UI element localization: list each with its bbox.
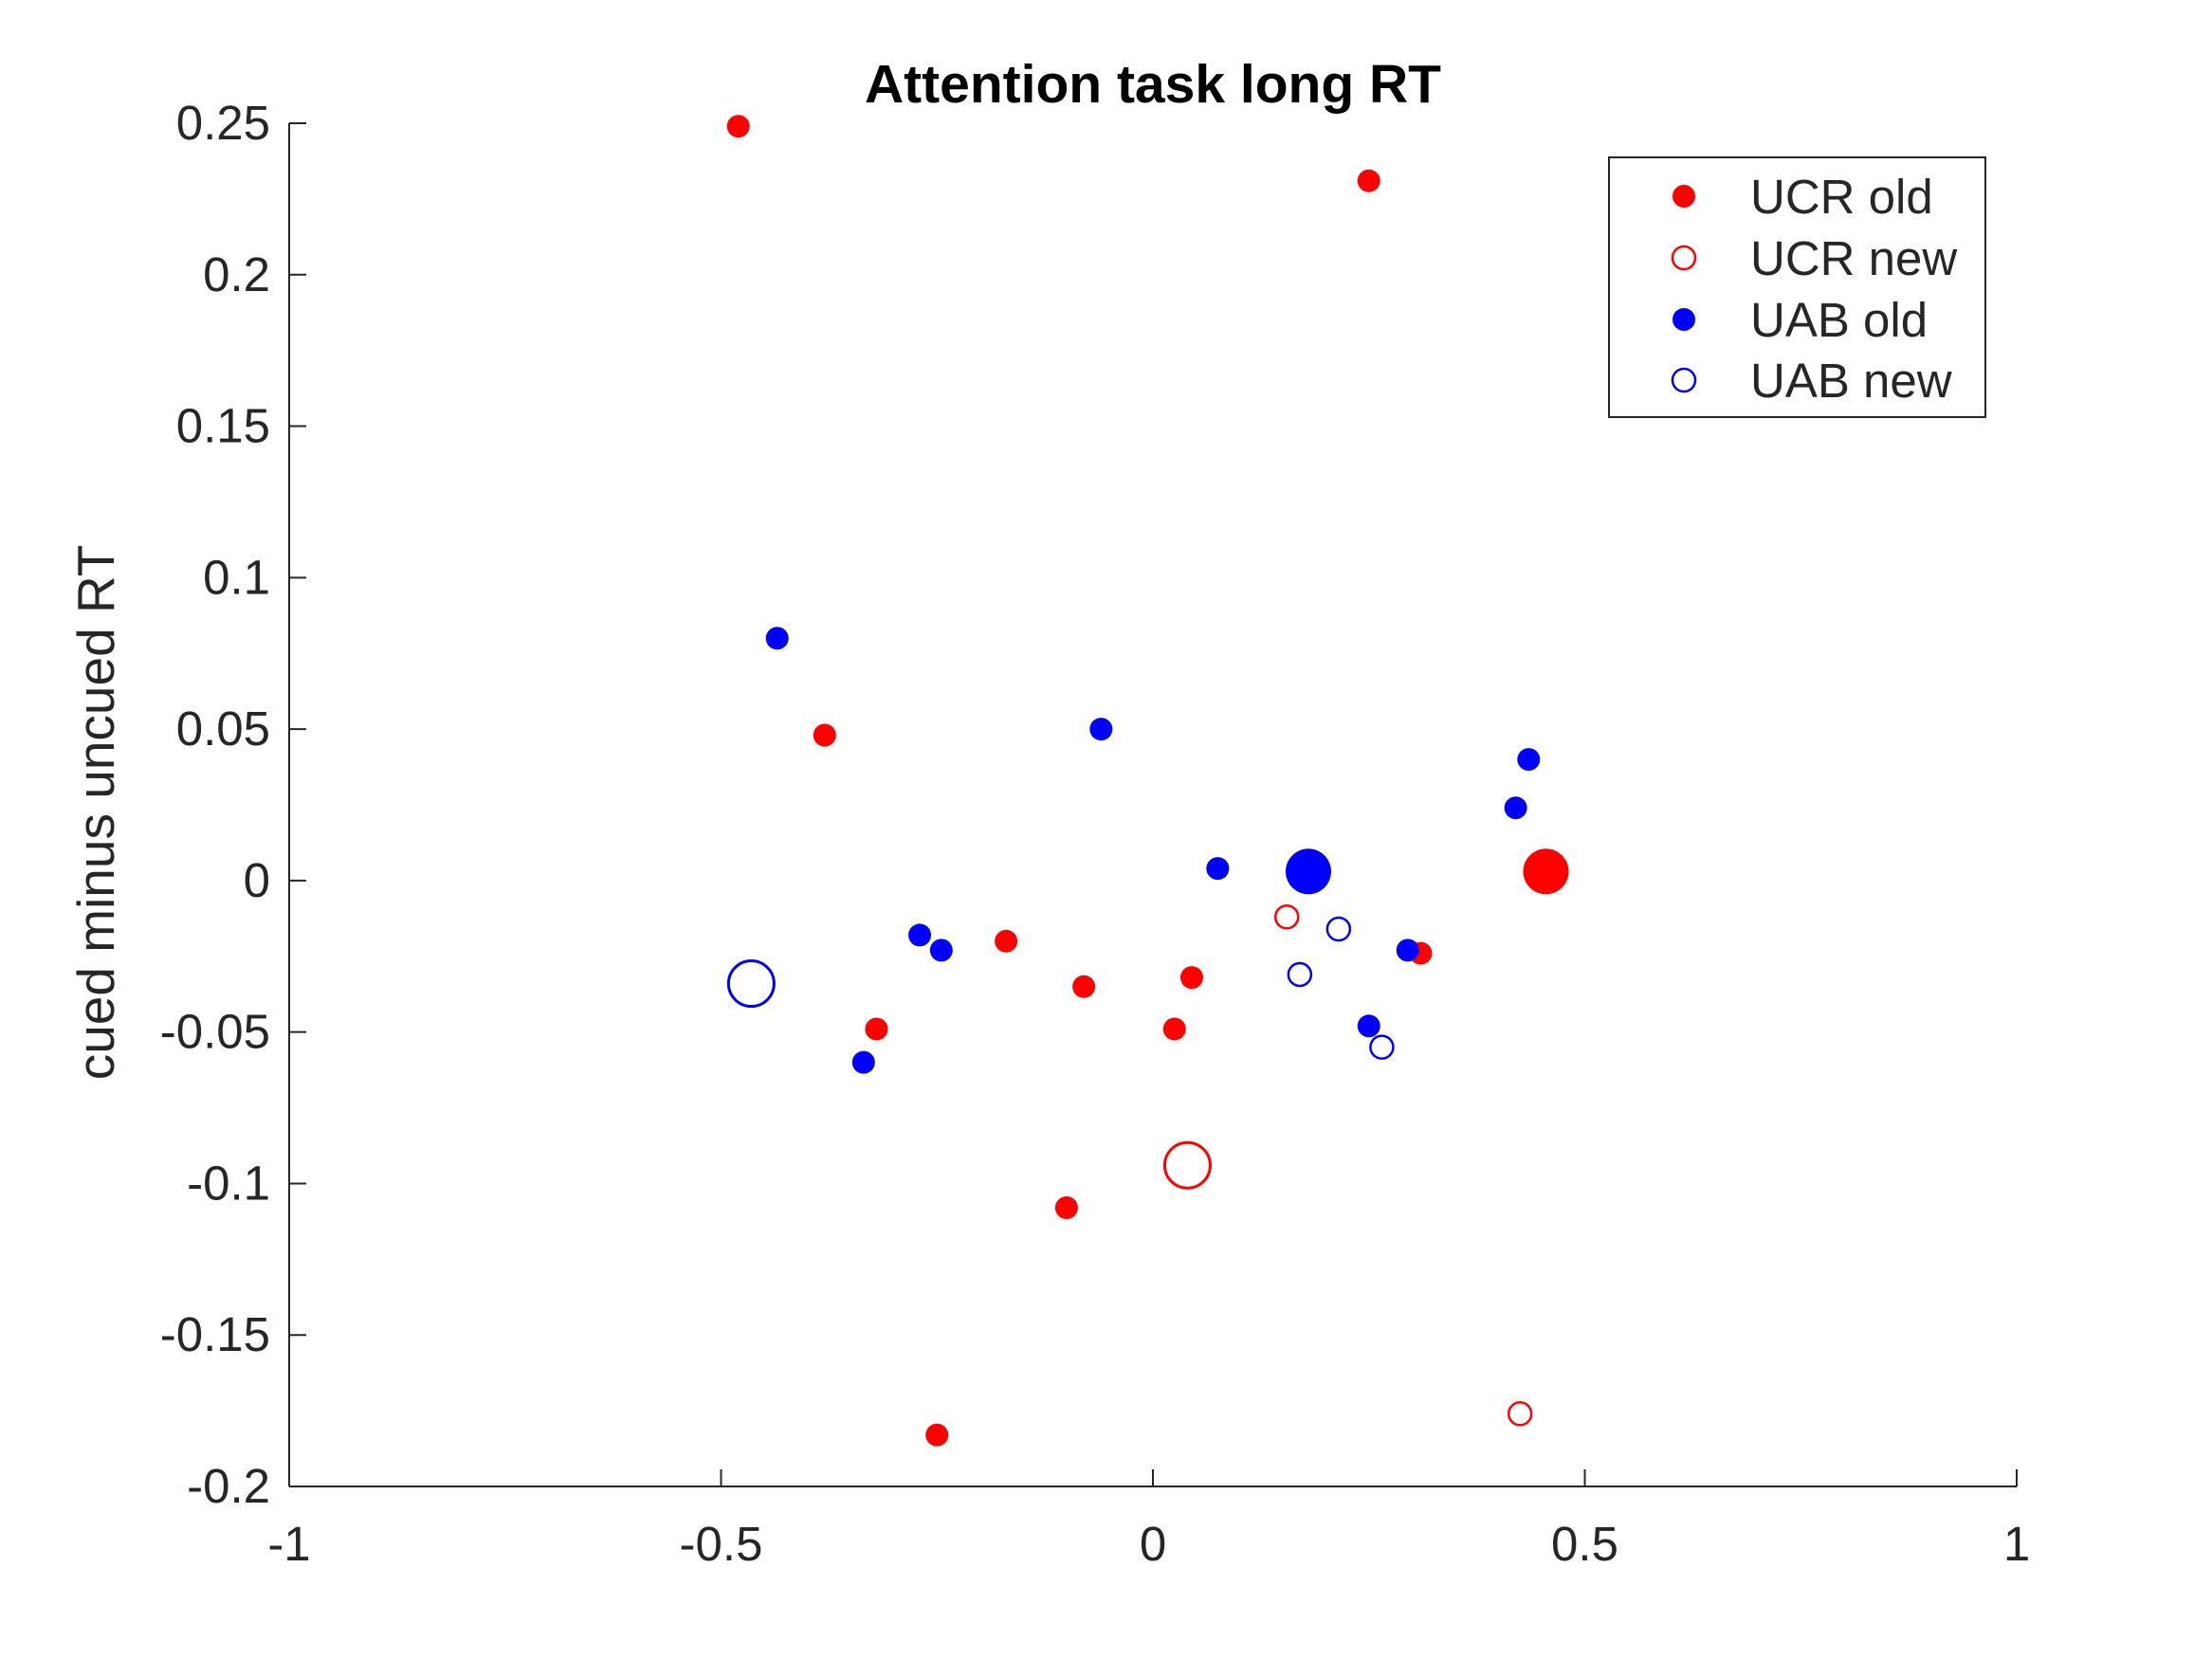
y-tick-label: 0.2 xyxy=(203,247,270,301)
data-point-uab-old xyxy=(1285,848,1331,895)
legend-marker-ucr-old xyxy=(1673,185,1695,208)
y-axis-label: cued minus uncued RT xyxy=(66,545,125,1081)
data-point-ucr-old xyxy=(1162,1017,1186,1041)
data-point-ucr-new xyxy=(1507,1401,1533,1427)
y-ticks: -0.2 -0.15 -0.1 -0.05 0 0.05 0.1 0.15 0.2 0.25 xyxy=(160,96,306,1513)
axes: -1 -0.5 0 0.5 1 -0.2 -0.15 -0.1 -0.05 0 0.05 0.1 0.… xyxy=(160,96,2030,1571)
data-point-ucr-old xyxy=(1072,975,1096,998)
data-point-uab-old xyxy=(1089,718,1113,741)
y-tick-label: 0.1 xyxy=(203,550,270,604)
legend-items: UCR old UCR new UAB old UAB new xyxy=(1671,170,1957,408)
data-point-ucr-old xyxy=(1179,966,1203,990)
data-point-uab-new xyxy=(726,959,776,1009)
legend-label-ucr-new: UCR new xyxy=(1750,231,1957,285)
legend-label-uab-new: UAB new xyxy=(1750,354,1952,408)
y-tick-label: 0.15 xyxy=(176,399,270,453)
y-tick-label: 0.25 xyxy=(176,96,270,150)
legend-marker-ucr-new xyxy=(1671,245,1697,271)
data-point-ucr-old xyxy=(1054,1196,1078,1220)
data-point-uab-old xyxy=(929,939,953,962)
data-point-uab-old xyxy=(765,627,789,650)
y-tick-label: -0.1 xyxy=(187,1156,270,1210)
data-point-ucr-old xyxy=(995,929,1018,953)
data-point-uab-old xyxy=(851,1050,875,1074)
y-tick-label: -0.05 xyxy=(160,1005,270,1059)
x-ticks: -1 -0.5 0 0.5 1 xyxy=(267,1469,2030,1571)
data-point-ucr-old xyxy=(1357,169,1380,192)
x-tick-label: 0 xyxy=(1140,1517,1166,1571)
legend-marker-uab-old xyxy=(1673,308,1695,331)
legend-label-uab-old: UAB old xyxy=(1750,293,1928,347)
y-tick-label: 0 xyxy=(244,853,270,907)
legend-label-ucr-old: UCR old xyxy=(1750,170,1933,224)
data-point-uab-new xyxy=(1369,1034,1395,1060)
data-point-uab-old xyxy=(1357,1014,1380,1038)
y-tick-label: -0.2 xyxy=(187,1459,270,1513)
x-tick-label: -1 xyxy=(267,1517,310,1571)
data-point-ucr-new xyxy=(1273,903,1300,930)
data-point-ucr-old xyxy=(925,1423,949,1447)
data-point-uab-new xyxy=(1325,916,1352,942)
data-point-uab-new xyxy=(1287,961,1313,988)
data-point-ucr-old xyxy=(813,723,836,747)
data-point-ucr-old xyxy=(1523,848,1569,895)
data-point-uab-old xyxy=(1206,857,1230,881)
data-point-uab-old xyxy=(1396,939,1419,962)
data-point-uab-old xyxy=(1517,748,1541,772)
y-tick-label: -0.15 xyxy=(160,1307,270,1361)
data-point-ucr-new xyxy=(1162,1140,1212,1190)
legend-box xyxy=(1608,156,1986,418)
data-points xyxy=(726,115,1569,1447)
x-tick-label: 0.5 xyxy=(1551,1517,1618,1571)
chart-title: Attention task long RT xyxy=(865,54,1441,115)
y-tick-label: 0.05 xyxy=(176,702,270,756)
x-tick-label: 1 xyxy=(2003,1517,2030,1571)
data-point-uab-old xyxy=(1504,796,1527,820)
legend-marker-uab-new xyxy=(1671,367,1697,393)
x-tick-label: -0.5 xyxy=(680,1517,763,1571)
legend: UCR old UCR new UAB old UAB new xyxy=(1608,156,1986,418)
data-point-ucr-old xyxy=(865,1017,888,1041)
data-point-ucr-old xyxy=(726,115,750,138)
data-point-uab-old xyxy=(908,923,932,947)
